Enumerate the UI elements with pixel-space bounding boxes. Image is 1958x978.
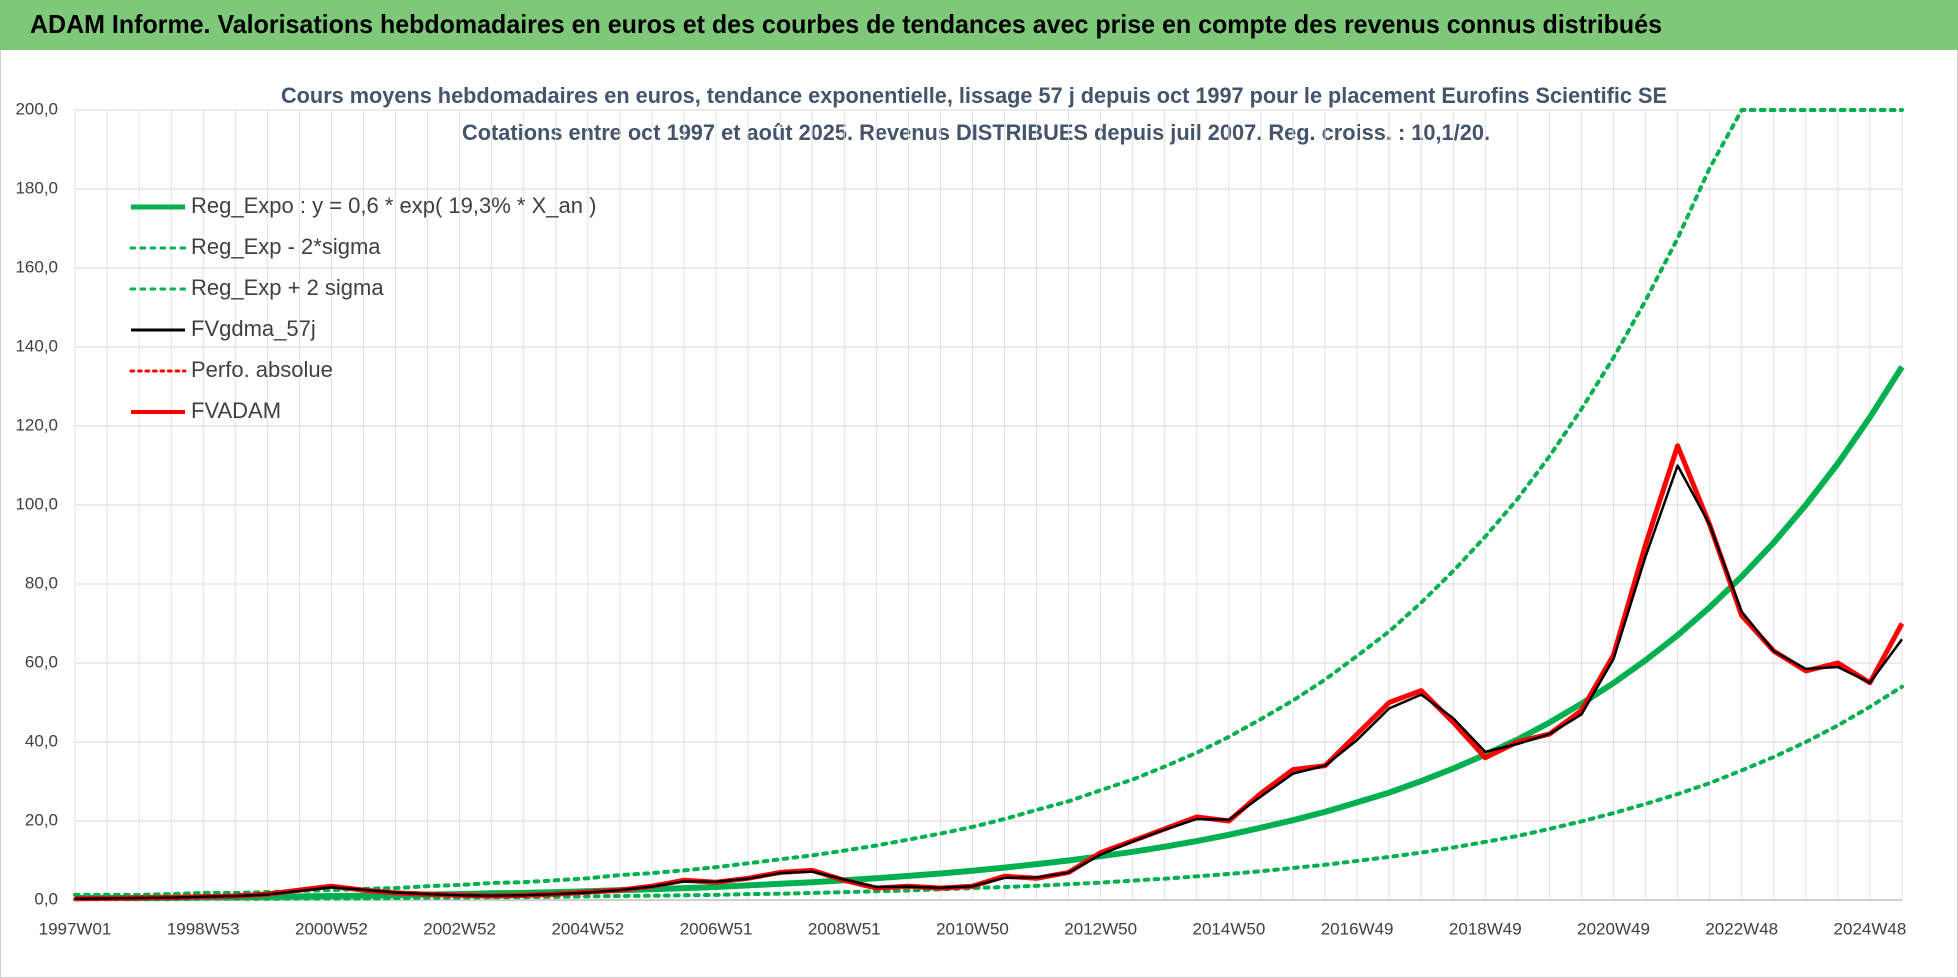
x-tick-label: 2022W48 xyxy=(1705,919,1778,938)
legend-label: Reg_Exp + 2 sigma xyxy=(191,275,384,300)
chart-title: ADAM Informe. Valorisations hebdomadaire… xyxy=(30,9,1662,39)
x-tick-label: 2008W51 xyxy=(808,919,881,938)
x-tick-label: 2024W48 xyxy=(1834,919,1907,938)
x-tick-label: 2000W52 xyxy=(295,919,368,938)
series-line xyxy=(73,108,1904,897)
y-tick-label: 100,0 xyxy=(15,494,58,513)
series-line xyxy=(73,684,1904,902)
y-tick-label: 60,0 xyxy=(25,652,58,671)
series-line xyxy=(74,464,1904,901)
x-tick-label: 2012W50 xyxy=(1064,919,1137,938)
chart-subtitle: Cotations entre oct 1997 et août 2025. R… xyxy=(462,120,1490,145)
y-tick-label: 120,0 xyxy=(15,415,58,434)
legend-label: FVADAM xyxy=(191,398,281,423)
legend-label: Perfo. absolue xyxy=(191,357,333,382)
y-tick-label: 40,0 xyxy=(25,731,58,750)
y-tick-label: 140,0 xyxy=(15,336,58,355)
y-tick-label: 200,0 xyxy=(15,99,58,118)
x-tick-label: 2018W49 xyxy=(1449,919,1522,938)
y-tick-label: 160,0 xyxy=(15,257,58,276)
x-tick-label: 2004W52 xyxy=(551,919,624,938)
y-tick-label: 0,0 xyxy=(34,889,58,908)
chart-subtitle: Cours moyens hebdomadaires en euros, ten… xyxy=(281,83,1667,108)
x-tick-label: 1998W53 xyxy=(167,919,240,938)
x-tick-label: 1997W01 xyxy=(39,919,112,938)
x-tick-label: 2006W51 xyxy=(680,919,753,938)
x-tick-label: 2020W49 xyxy=(1577,919,1650,938)
y-tick-label: 80,0 xyxy=(25,573,58,592)
legend-label: Reg_Expo : y = 0,6 * exp( 19,3% * X_an ) xyxy=(191,193,596,218)
legend-label: FVgdma_57j xyxy=(191,316,316,341)
x-tick-label: 2010W50 xyxy=(936,919,1009,938)
x-tick-label: 2014W50 xyxy=(1193,919,1266,938)
series-line xyxy=(75,365,1905,901)
title-bar xyxy=(0,0,1958,50)
y-tick-label: 20,0 xyxy=(25,810,58,829)
x-tick-label: 2002W52 xyxy=(423,919,496,938)
legend-label: Reg_Exp - 2*sigma xyxy=(191,234,381,259)
x-tick-label: 2016W49 xyxy=(1321,919,1394,938)
y-tick-label: 180,0 xyxy=(15,178,58,197)
